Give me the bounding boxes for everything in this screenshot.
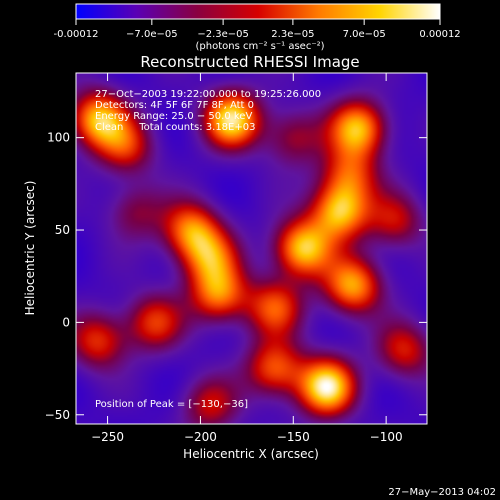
x-tick-label: −100 (370, 430, 403, 444)
colorbar: -0.00012 −7.0e−05 −2.3e−05 2.3e−05 7.0e−05 0.… (54, 3, 461, 52)
y-axis-label: Heliocentric Y (arcsec) (23, 181, 37, 316)
annotation-line: 27−Oct−2003 19:22:00.000 to 19:25:26.000 (95, 89, 321, 100)
colorbar-tick-label: 7.0e−05 (343, 29, 386, 40)
colorbar-unit-label: (photons cm⁻² s⁻¹ asec⁻²) (195, 41, 324, 52)
annotation-line: Clean Total counts: 3.18E+03 (95, 122, 255, 133)
colorbar-tick-label: 0.00012 (419, 29, 460, 40)
chart-title: Reconstructed RHESSI Image (140, 53, 359, 71)
heatmap-area (75, 72, 428, 425)
y-tick-label: 100 (47, 131, 70, 145)
colorbar-tick-label: −7.0e−05 (126, 29, 178, 40)
colorbar-tick-label: -0.00012 (54, 29, 99, 40)
y-tick-label: −50 (45, 408, 70, 422)
x-tick-label: −200 (184, 430, 217, 444)
annotation-line: Energy Range: 25.0 − 50.0 keV (95, 111, 252, 122)
footer-timestamp: 27−May−2013 04:02 (388, 487, 496, 498)
plot-frame (75, 72, 428, 425)
annotation-line: Detectors: 4F 5F 6F 7F 8F, Att 0 (95, 100, 254, 111)
y-tick-label: 50 (55, 223, 70, 237)
colorbar-tick-label: −2.3e−05 (197, 29, 249, 40)
colorbar-tick-label: 2.3e−05 (271, 29, 314, 40)
peak-position-label: Position of Peak = [−130,−36] (95, 399, 248, 410)
x-axis-label: Heliocentric X (arcsec) (183, 447, 319, 461)
colorbar-gradient (75, 3, 441, 20)
y-tick-label: 0 (62, 315, 70, 329)
x-tick-label: −150 (277, 430, 310, 444)
annotation-block: 27−Oct−2003 19:22:00.000 to 19:25:26.000… (95, 89, 321, 133)
heatmap-image (76, 73, 427, 424)
x-tick-label: −250 (91, 430, 124, 444)
